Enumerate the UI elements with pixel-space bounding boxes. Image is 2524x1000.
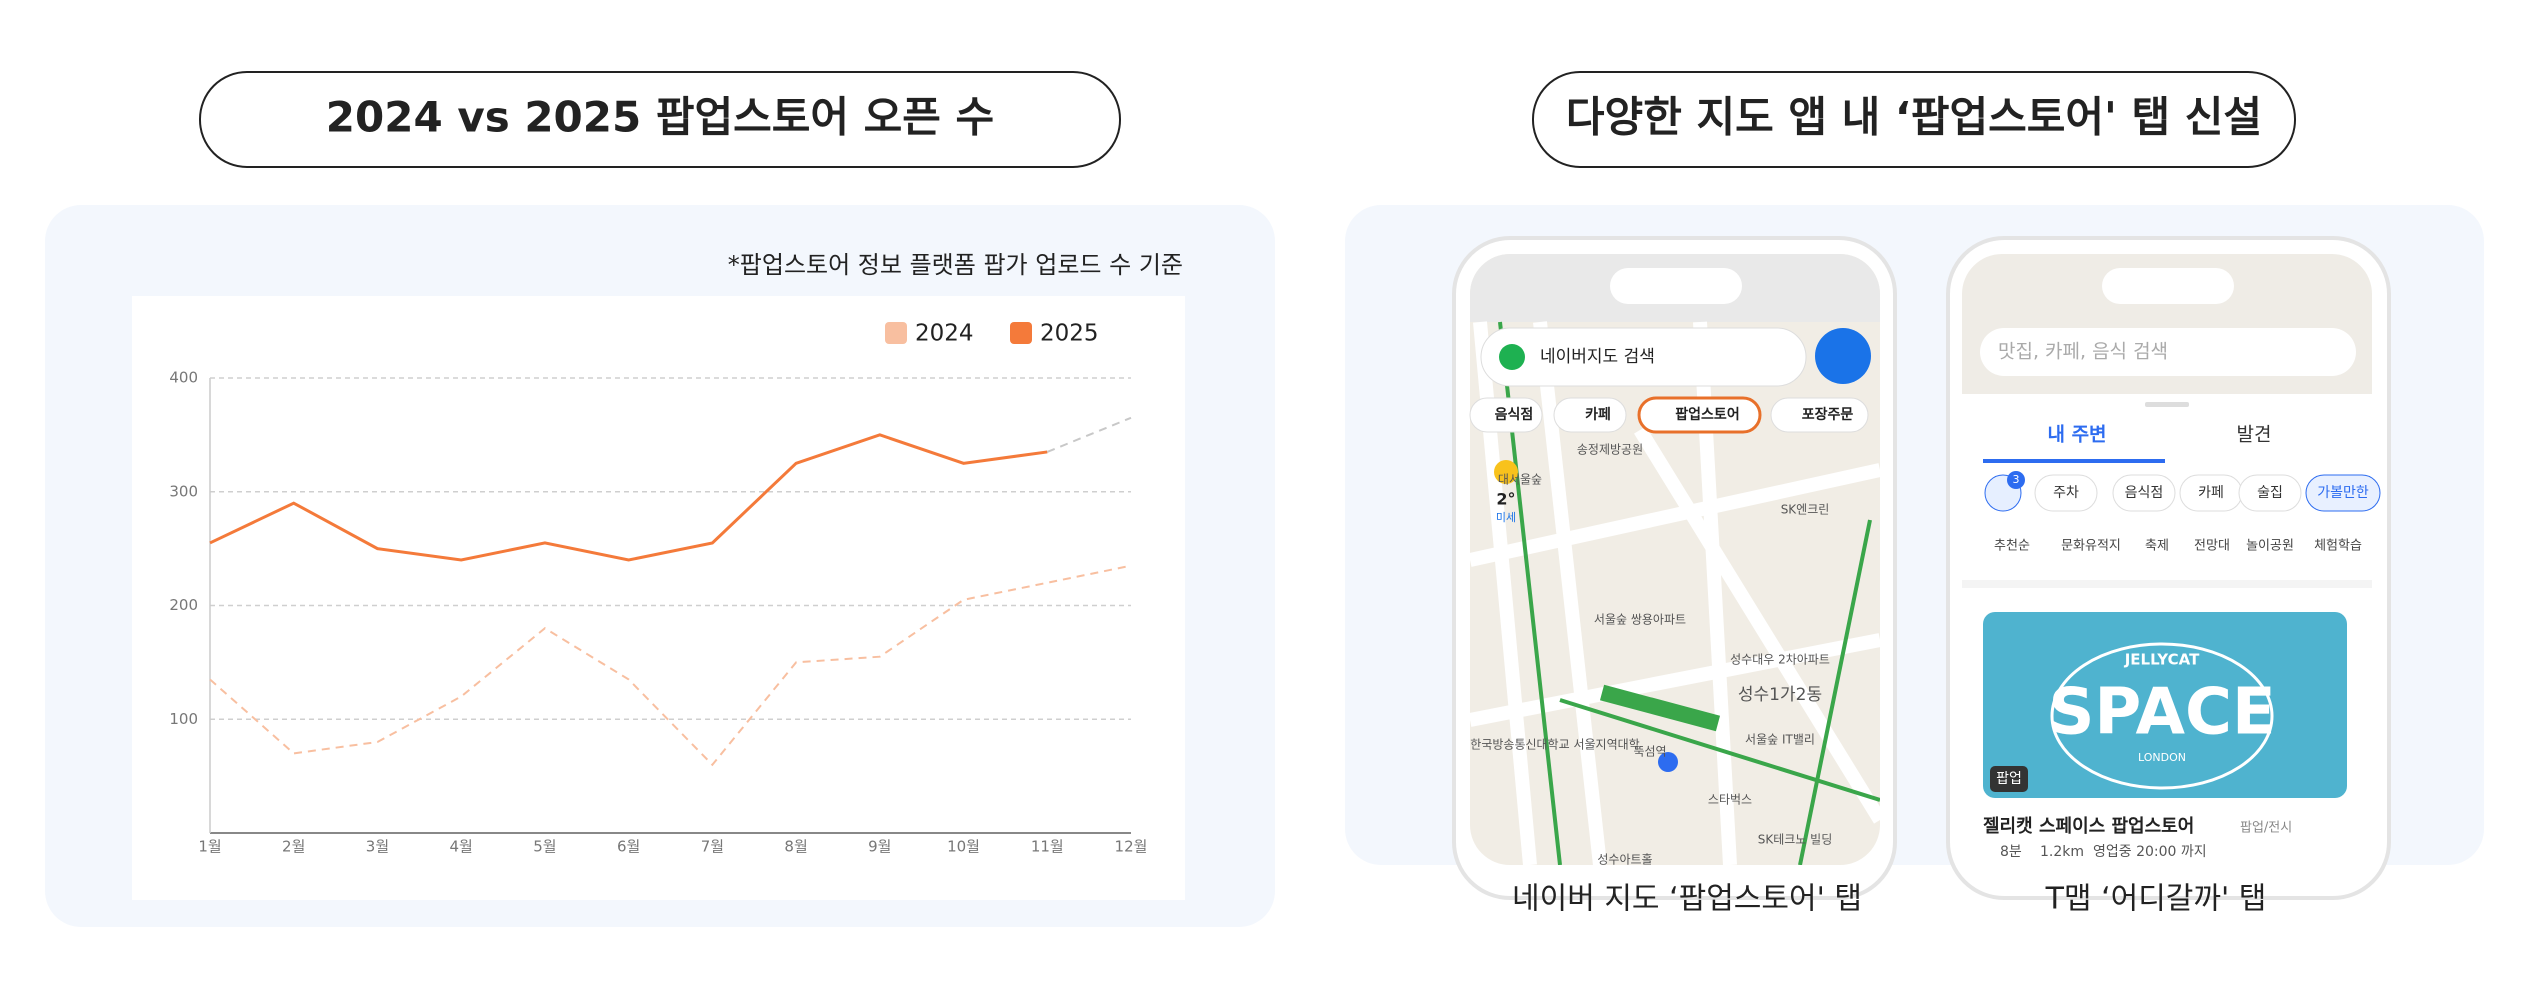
chip-label[interactable]: 카페 xyxy=(1585,407,1611,423)
heading: 2024 vs 2025 팝업스토어 오픈 수 xyxy=(326,93,994,142)
sort-option[interactable]: 추천순 xyxy=(1994,539,2030,554)
chip-label[interactable]: 음식점 xyxy=(2125,485,2164,501)
chip[interactable] xyxy=(2238,474,2302,512)
map-label: 스타벅스 xyxy=(1708,793,1752,807)
sort-option[interactable]: 문화유적지 xyxy=(2061,539,2121,554)
x-tick-label: 5월 xyxy=(533,838,556,856)
heading-pill xyxy=(199,71,1121,168)
map-label: SK엔크린 xyxy=(1781,503,1830,517)
card-time: 8분 xyxy=(2000,844,2022,860)
dust: 미세 xyxy=(1496,511,1516,524)
naver-screen xyxy=(1470,254,1880,865)
tag-bg xyxy=(1990,766,2028,792)
line xyxy=(209,433,1048,562)
line xyxy=(209,564,1132,767)
chip-label[interactable]: 카페 xyxy=(2198,485,2224,501)
tmap-screen xyxy=(1962,254,2372,865)
card-brand: JELLYCAT xyxy=(2124,651,2200,669)
search-text: 맛집, 카페, 음식 검색 xyxy=(1998,341,2168,363)
x-tick-label: 2월 xyxy=(282,838,305,856)
card-category: 팝업/전시 xyxy=(2240,821,2292,836)
note: *팝업스토어 정보 플랫폼 팝가 업로드 수 기준 xyxy=(728,251,1183,279)
chip[interactable] xyxy=(1637,396,1762,434)
chip-label[interactable]: 팝업스토어 xyxy=(1675,406,1739,423)
chip-label[interactable]: 포장주문 xyxy=(1802,406,1854,423)
y-tick-label: 300 xyxy=(169,482,198,500)
chip-label[interactable]: 음식점 xyxy=(1495,406,1534,423)
chip[interactable] xyxy=(1770,397,1869,433)
chip[interactable] xyxy=(2112,474,2176,512)
y-tick-label: 100 xyxy=(169,710,198,728)
x-tick-label: 9월 xyxy=(868,838,891,856)
y-tick-label: 400 xyxy=(169,369,198,387)
x-tick-label: 4월 xyxy=(450,838,473,856)
card-distance: 1.2km xyxy=(2040,844,2084,860)
x-tick-label: 6월 xyxy=(617,838,640,856)
sort-option[interactable]: 축제 xyxy=(2145,539,2169,554)
heading: 다양한 지도 앱 내 ‘팝업스토어' 탭 신설 xyxy=(1566,93,2262,142)
y-tick-label: 200 xyxy=(169,596,198,614)
sort-option[interactable]: 체험학습 xyxy=(2314,539,2362,554)
chip[interactable] xyxy=(1469,397,1543,433)
weather: 2° xyxy=(1496,490,1515,509)
tag: 팝업 xyxy=(1996,771,2022,787)
x-tick-label: 10월 xyxy=(947,838,980,856)
x-tick-label: 8월 xyxy=(784,838,807,856)
legend-label: 2025 xyxy=(1040,321,1099,347)
map-label: 송정제방공원 xyxy=(1577,443,1643,457)
x-tick-label: 3월 xyxy=(366,838,389,856)
chip[interactable] xyxy=(2305,474,2381,512)
legend-swatch xyxy=(885,322,907,344)
x-tick-label: 12월 xyxy=(1115,838,1148,856)
caption: T맵 ‘어디갈까' 탭 xyxy=(2045,882,2267,917)
map-label: 성수1가2동 xyxy=(1738,685,1822,705)
tab[interactable]: 내 주변 xyxy=(2047,424,2106,446)
map-label: 서울숲 쌍용아파트 xyxy=(1594,613,1686,627)
chip[interactable] xyxy=(1553,397,1627,433)
x-tick-label: 1월 xyxy=(198,838,221,856)
map-label: SK테크노 빌딩 xyxy=(1758,833,1833,847)
chip-label[interactable]: 주차 xyxy=(2053,485,2079,501)
card-hours: 영업중 20:00 까지 xyxy=(2093,844,2207,860)
card-city: LONDON xyxy=(2138,751,2186,764)
sort-option[interactable]: 놀이공원 xyxy=(2246,539,2294,554)
chip-label[interactable]: 술집 xyxy=(2257,485,2283,501)
plot-bg xyxy=(132,296,1185,900)
card-logo: SPACE xyxy=(2048,676,2275,750)
legend-label: 2024 xyxy=(915,321,974,347)
heading-pill xyxy=(1532,71,2296,168)
legend-swatch xyxy=(1010,322,1032,344)
map-label: 서울숲 IT밸리 xyxy=(1745,733,1815,747)
map-label: 성수아트홀 xyxy=(1597,853,1652,867)
sort-option[interactable]: 전망대 xyxy=(2194,539,2230,554)
map-label: 한국방송통신대학교 서울지역대학 xyxy=(1470,738,1639,752)
chip-label[interactable]: 가볼만한 xyxy=(2317,485,2369,501)
tab[interactable]: 발견 xyxy=(2237,424,2272,446)
search-text: 네이버지도 검색 xyxy=(1540,347,1655,367)
line xyxy=(1046,416,1132,453)
x-tick-label: 11월 xyxy=(1031,838,1064,856)
caption: 네이버 지도 ‘팝업스토어' 탭 xyxy=(1512,882,1862,917)
chip[interactable] xyxy=(2034,474,2098,512)
map-label: 뚝섬역 xyxy=(1633,745,1666,759)
card-title: 젤리캣 스페이스 팝업스토어 xyxy=(1983,816,2194,837)
x-tick-label: 7월 xyxy=(701,838,724,856)
map-label: 성수대우 2차아파트 xyxy=(1730,653,1830,667)
map-label: 대서울숲 xyxy=(1498,473,1542,487)
badge: 3 xyxy=(2013,473,2020,486)
